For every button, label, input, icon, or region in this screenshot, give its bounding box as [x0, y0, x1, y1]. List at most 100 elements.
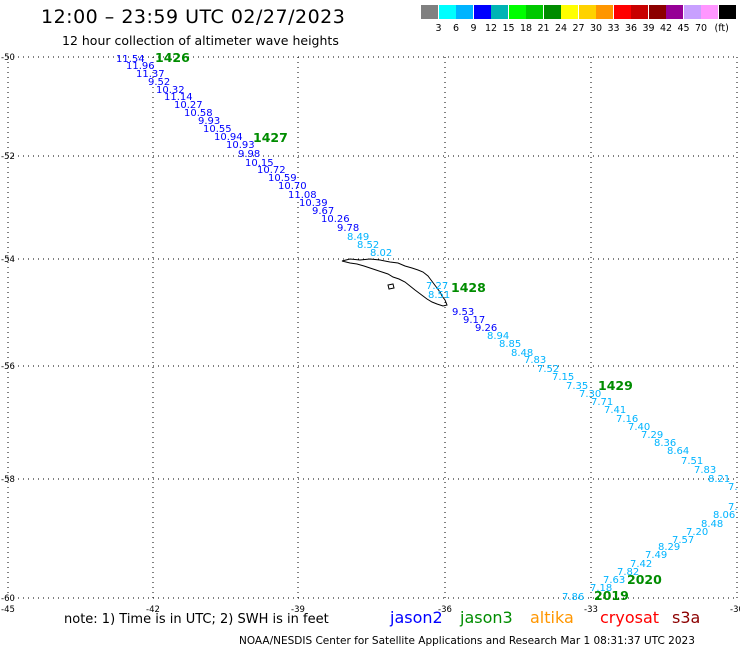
scale-label: 33: [607, 23, 620, 34]
wave-height-value: 8.85: [499, 339, 521, 350]
wave-height-value: 10.55: [203, 124, 232, 135]
wave-height-value: 8.64: [667, 446, 689, 457]
track-label: 2020: [627, 572, 662, 587]
lon-label: -36: [438, 605, 452, 615]
footer-note: note: 1) Time is in UTC; 2) SWH is in fe…: [64, 612, 329, 627]
wave-height-value: 7.: [728, 482, 738, 493]
wave-height-value: 8.49: [347, 232, 369, 243]
scale-label: 24: [554, 23, 568, 34]
wave-height-value: 10.72: [257, 165, 286, 176]
wave-height-value: 7.16: [616, 414, 638, 425]
scale-swatch: [421, 5, 438, 19]
wave-height-value: 11.14: [164, 92, 193, 103]
wave-height-value: 7.: [728, 502, 738, 513]
wave-height-value: 11.37: [136, 69, 165, 80]
wave-height-value: 9.98: [238, 149, 260, 160]
wave-height-value: 8.02: [370, 248, 392, 259]
wave-height-value: 8.06: [713, 510, 735, 521]
scale-label: 36: [624, 23, 638, 34]
island-islet: [387, 283, 395, 290]
scale-swatch: [473, 5, 491, 19]
wave-height-value: 8.94: [487, 331, 509, 342]
wave-height-value: 7.30: [579, 389, 601, 400]
wave-height-value: 10.58: [184, 108, 213, 119]
scale-label: 15: [502, 23, 515, 34]
scale-swatch: [631, 5, 648, 19]
scale-swatch: [648, 5, 666, 19]
wave-height-value: 7.41: [604, 405, 626, 416]
wave-height-value: 9.26: [475, 323, 497, 334]
lon-label: -45: [1, 605, 15, 615]
lon-label: -30: [730, 605, 740, 615]
wave-height-value: 8.51: [428, 290, 450, 301]
wave-height-value: 7.49: [645, 550, 667, 561]
scale-label: 18: [519, 23, 533, 34]
wave-height-value: 10.26: [321, 214, 350, 225]
wave-height-value: 10.39: [299, 198, 328, 209]
scale-label: 42: [659, 23, 673, 34]
wave-height-value: 7.51: [681, 456, 703, 467]
wave-height-value: 7.15: [552, 372, 574, 383]
wave-height-value: 10.59: [268, 173, 297, 184]
wave-height-value: 10.27: [174, 100, 203, 111]
wave-height-value: 7.40: [628, 422, 650, 433]
wave-height-value: 11.08: [288, 190, 317, 201]
wave-height-value: 11.96: [126, 61, 155, 72]
wave-height-value: 7.71: [591, 397, 613, 408]
lat-label: -54: [1, 255, 15, 265]
wave-height-value: 7.29: [641, 430, 663, 441]
lat-label: -50: [1, 53, 15, 63]
wave-height-value: 7.83: [694, 465, 716, 476]
lat-label: -56: [1, 362, 15, 372]
wave-height-value: 10.94: [214, 132, 243, 143]
wave-height-value: 8.29: [658, 542, 680, 553]
scale-label: 6: [452, 23, 460, 34]
wave-height-value: 10.15: [245, 158, 274, 169]
legend-entry: jason2: [390, 608, 443, 627]
scale-swatch: [456, 5, 473, 19]
wave-height-points: 11.5411.9611.379.5210.3211.1410.2710.589…: [116, 54, 738, 603]
wave-height-value: 7.27: [426, 281, 448, 292]
scale-label: 27: [572, 23, 585, 34]
credit-line: NOAA/NESDIS Center for Satellite Applica…: [239, 635, 695, 647]
wave-height-value: 8.36: [654, 438, 676, 449]
south-georgia-island-outline: [341, 258, 448, 307]
wave-height-value: 7.18: [590, 583, 612, 594]
legend-entry: cryosat: [600, 608, 660, 627]
track-label: 1428: [451, 280, 486, 295]
scale-label: 30: [589, 23, 603, 34]
wave-height-value: 10.70: [278, 181, 307, 192]
wave-height-value: 9.53: [452, 307, 474, 318]
scale-unit: (ft): [714, 23, 729, 34]
scale-swatch: [666, 5, 683, 19]
legend-entry: altika: [530, 608, 574, 627]
page-title: 12:00 – 23:59 UTC 02/27/2023: [41, 6, 346, 28]
wave-height-value: 8.48: [511, 348, 533, 359]
axis-labels: -50 -52 -54 -56 -58 -60-45 -42 -39 -36 -33 -30: [1, 53, 740, 615]
scale-swatch: [596, 5, 613, 19]
wave-height-value: 7.83: [524, 355, 546, 366]
scale-swatch: [526, 5, 543, 19]
wave-height-value: 9.78: [337, 223, 359, 234]
wave-height-value: 9.93: [198, 116, 220, 127]
lon-label: -42: [146, 605, 160, 615]
wave-height-value: 8.21: [708, 474, 730, 485]
wave-height-value: 8.52: [357, 240, 379, 251]
lat-label: -58: [1, 475, 15, 485]
scale-swatch: [438, 5, 456, 19]
track-label: 2019: [594, 588, 629, 603]
wave-height-value: 7.42: [630, 559, 652, 570]
scale-swatch: [508, 5, 526, 19]
wave-height-value: 11.54: [116, 54, 145, 65]
scale-label: 9: [470, 23, 477, 34]
wave-height-value: 9.17: [463, 315, 485, 326]
scale-swatch: [613, 5, 631, 19]
lat-label: -60: [1, 594, 15, 604]
wave-height-value: 10.93: [226, 140, 255, 151]
scale-label: 45: [677, 23, 690, 34]
wave-height-value: 7.57: [672, 535, 694, 546]
scale-swatch: [683, 5, 701, 19]
track-label: 1427: [253, 130, 288, 145]
